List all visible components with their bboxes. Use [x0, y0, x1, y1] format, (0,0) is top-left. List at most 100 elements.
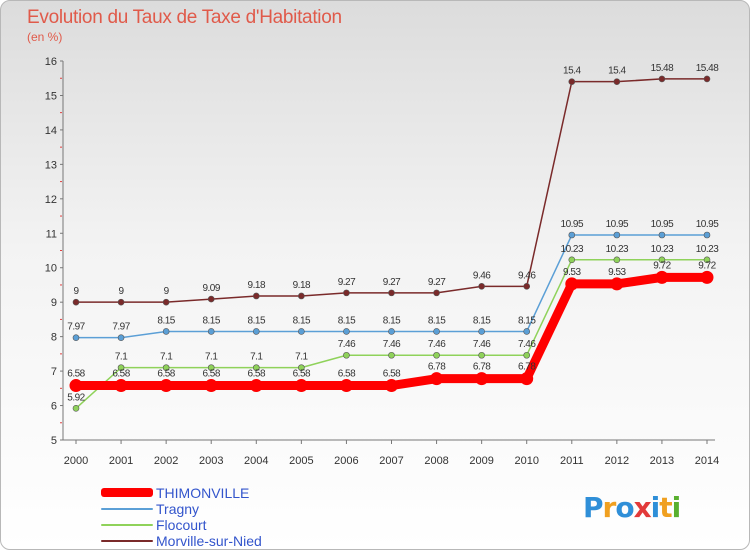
data-label: 7.46 — [428, 339, 446, 350]
data-label: 7.97 — [67, 322, 85, 333]
data-label: 9.09 — [202, 283, 220, 294]
legend-label: Flocourt — [156, 517, 207, 533]
data-label: 9.18 — [248, 280, 266, 291]
data-label: 6.58 — [112, 369, 130, 380]
data-point — [162, 364, 170, 371]
data-point — [433, 328, 440, 335]
data-point — [568, 256, 576, 264]
x-tick-label: 2006 — [334, 455, 358, 467]
data-label: 7.1 — [160, 352, 173, 363]
logo-letter: r — [602, 491, 617, 524]
y-tick-label: 16 — [45, 56, 57, 68]
legend-item-morville: Morville-sur-Nied — [101, 533, 361, 549]
data-point — [385, 379, 398, 393]
data-label: 7.46 — [338, 339, 356, 350]
data-point — [478, 351, 485, 359]
data-label: 6.58 — [293, 369, 311, 380]
data-point — [520, 372, 534, 386]
y-tick-label: 7 — [51, 366, 57, 378]
legend-swatch — [101, 524, 153, 526]
legend-label: THIMONVILLE — [156, 485, 250, 501]
data-point — [478, 283, 485, 290]
data-label: 10.23 — [651, 244, 674, 255]
logo-letter: t — [659, 491, 672, 524]
legend-item-tragny: Tragny — [101, 501, 361, 517]
data-label: 8.15 — [157, 315, 175, 326]
data-point — [703, 256, 711, 264]
data-point — [72, 334, 80, 341]
data-label: 9 — [119, 286, 125, 297]
data-label: 8.15 — [383, 315, 401, 326]
data-point — [117, 364, 125, 371]
logo-letter: i — [650, 491, 661, 524]
data-label: 9.53 — [608, 267, 626, 278]
legend-label: Tragny — [156, 501, 200, 517]
data-point — [523, 328, 531, 335]
data-label: 10.95 — [561, 219, 584, 230]
data-label: 10.23 — [696, 244, 719, 255]
x-tick-label: 2009 — [469, 455, 493, 467]
data-label: 7.46 — [383, 339, 401, 350]
data-point — [568, 78, 576, 85]
data-label: 9 — [164, 286, 170, 297]
data-label: 9.27 — [383, 277, 401, 288]
x-tick-label: 2010 — [514, 455, 538, 467]
data-label: 9.18 — [293, 280, 311, 291]
data-label: 6.58 — [67, 369, 85, 380]
data-point — [294, 379, 308, 393]
data-point — [204, 379, 218, 393]
data-point — [72, 405, 80, 412]
data-label: 7.97 — [112, 322, 130, 333]
data-point — [249, 379, 263, 393]
data-point — [298, 328, 305, 335]
data-point — [159, 379, 173, 393]
data-point — [69, 379, 83, 393]
x-tick-label: 2007 — [379, 455, 403, 467]
data-label: 6.58 — [248, 369, 266, 380]
data-point — [298, 292, 305, 300]
data-point — [658, 256, 666, 264]
data-label: 7.1 — [250, 352, 263, 363]
data-point — [252, 292, 260, 300]
data-label: 9.46 — [473, 270, 491, 281]
data-label: 15.48 — [651, 63, 674, 74]
data-label: 10.95 — [651, 219, 674, 230]
data-label: 15.4 — [563, 66, 581, 77]
data-point — [207, 295, 215, 303]
data-point — [298, 364, 305, 371]
data-label: 9.46 — [518, 270, 536, 281]
x-tick-label: 2012 — [605, 455, 629, 467]
data-point — [613, 78, 621, 85]
data-label: 6.58 — [338, 369, 356, 380]
data-point — [117, 298, 125, 306]
data-point — [339, 379, 353, 393]
data-labels: 9 9 9 9.09 9.18 9.18 9.27 9.27 9.27 9.46 9.46 15.4 1… — [67, 63, 719, 403]
y-tick-label: 9 — [51, 297, 57, 309]
data-point — [658, 75, 666, 83]
data-point — [700, 270, 714, 284]
data-point — [207, 328, 215, 335]
data-point — [655, 270, 669, 284]
data-label: 15.48 — [696, 63, 719, 74]
data-label: 10.95 — [606, 219, 629, 230]
x-tick-label: 2014 — [695, 455, 719, 467]
data-point — [475, 372, 489, 386]
data-point — [613, 231, 621, 239]
data-point — [388, 289, 395, 297]
chart-title: Evolution du Taux de Taxe d'Habitation — [27, 7, 342, 28]
y-tick-label: 6 — [51, 401, 57, 413]
data-label: 7.1 — [295, 352, 308, 363]
data-label: 8.15 — [293, 315, 311, 326]
data-point — [343, 328, 350, 335]
data-label: 7.1 — [115, 352, 128, 363]
x-tick-label: 2000 — [64, 455, 88, 467]
data-point — [162, 328, 170, 335]
data-label: 6.78 — [428, 362, 446, 373]
data-label: 9 — [73, 286, 79, 297]
data-point — [433, 351, 440, 359]
data-point — [388, 351, 395, 359]
data-point — [613, 256, 621, 264]
data-label: 6.78 — [518, 362, 536, 373]
logo-letter: P — [583, 491, 604, 524]
